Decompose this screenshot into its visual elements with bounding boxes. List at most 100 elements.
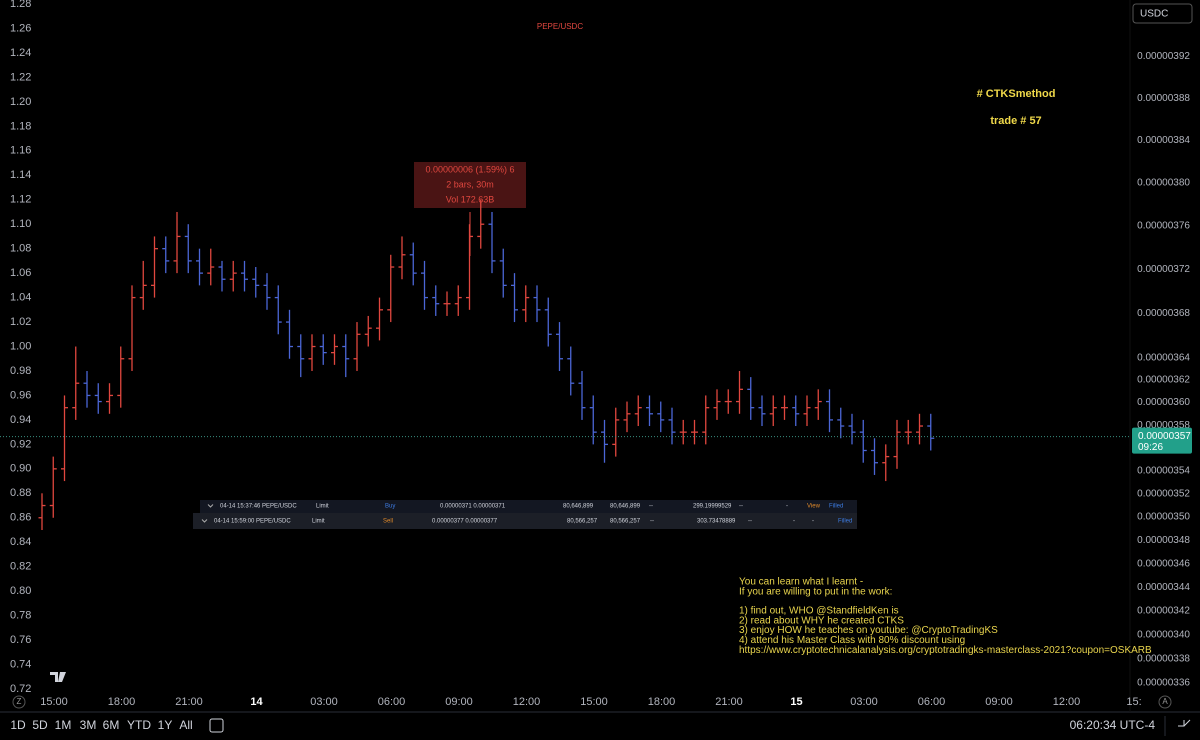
order-cell: Limit	[312, 519, 325, 525]
order-cell: 0.00000371 0.00000371	[440, 504, 506, 510]
order-cell: 80,566,257	[610, 519, 641, 525]
order-cell: 80,646,899	[610, 504, 641, 510]
y-tick-label: 1.12	[10, 194, 31, 206]
y-tick-label: 0.78	[10, 610, 31, 622]
range-button[interactable]: 1M	[55, 718, 72, 732]
order-cell: 04-14 15:59:00 PEPE/USDC	[214, 519, 291, 525]
x-tick-label: 12:00	[1053, 696, 1081, 708]
y-tick-label: 0.88	[10, 487, 31, 499]
x-tick-label: 15	[790, 696, 802, 708]
y-tick-label: 1.00	[10, 340, 31, 352]
y2-tick-label: 0.00000388	[1137, 93, 1190, 104]
axis-button[interactable]	[1158, 695, 1172, 709]
y-tick-label: 0.98	[10, 365, 31, 377]
y2-tick-label: 0.00000352	[1137, 489, 1190, 500]
note-line: 3) enjoy HOW he teaches on youtube: @Cry…	[739, 625, 998, 636]
x-tick-label: 03:00	[310, 696, 338, 708]
y2-tick-label: 0.00000384	[1137, 135, 1190, 146]
measure-text: 2 bars, 30m	[446, 179, 494, 189]
y-tick-label: 1.08	[10, 243, 31, 255]
y-tick-label: 1.02	[10, 316, 31, 328]
y-tick-label: 1.18	[10, 120, 31, 132]
order-row	[200, 500, 857, 513]
y-tick-label: 1.06	[10, 267, 31, 279]
y2-tick-label: 0.00000342	[1137, 606, 1190, 617]
x-tick-label: 12:00	[513, 696, 541, 708]
note-line: You can learn what I learnt -	[739, 577, 863, 588]
range-button[interactable]: YTD	[127, 718, 151, 732]
currency-label[interactable]: USDC	[1140, 9, 1168, 20]
note-line: 2) read about WHY he created CTKS	[739, 615, 904, 626]
y-tick-label: 1.14	[10, 169, 31, 181]
range-button[interactable]: 6M	[103, 718, 120, 732]
y-tick-label: 1.04	[10, 292, 31, 304]
last-price-box	[1132, 427, 1192, 454]
settings-icon[interactable]	[1178, 719, 1191, 727]
calendar-icon[interactable]	[209, 718, 224, 733]
range-button[interactable]: 1Y	[158, 718, 173, 732]
x-tick-label: 21:00	[715, 696, 743, 708]
range-button[interactable]: 5D	[32, 718, 48, 732]
y2-tick-label: 0.00000368	[1137, 308, 1190, 319]
order-cell: 04-14 15:37:46 PEPE/USDC	[220, 504, 297, 510]
currency-button[interactable]	[1132, 3, 1193, 24]
axis-button[interactable]	[12, 695, 26, 709]
y2-tick-label: 0.00000348	[1137, 535, 1190, 546]
order-cell: Filled	[838, 519, 852, 525]
trade-number: trade # 57	[990, 115, 1041, 127]
order-cell: 80,566,257	[567, 519, 598, 525]
y-tick-label: 1.28	[10, 0, 31, 10]
order-cell: -	[786, 504, 788, 510]
measure-text: Vol 172.63B	[446, 194, 495, 204]
y2-tick-label: 0.00000344	[1137, 582, 1190, 593]
order-cell: Buy	[385, 504, 395, 510]
order-cell: Sell	[383, 519, 393, 525]
measure-box	[414, 162, 526, 208]
order-cell[interactable]: View	[807, 504, 821, 510]
y2-tick-label: 0.00000346	[1137, 558, 1190, 569]
y2-tick-label: 0.00000364	[1137, 352, 1190, 363]
y2-tick-label: 0.00000358	[1137, 420, 1190, 431]
note-line: 4) attend his Master Class with 80% disc…	[739, 635, 965, 646]
range-button[interactable]: 1D	[10, 718, 26, 732]
x-tick-label: 14	[250, 696, 263, 708]
range-button[interactable]: All	[179, 718, 192, 732]
y2-tick-label: 0.00000372	[1137, 264, 1190, 275]
x-tick-label: 18:00	[108, 696, 136, 708]
order-cell: 299.19999529	[693, 504, 732, 510]
x-tick-label: 03:00	[850, 696, 878, 708]
x-tick-label: 15:	[1126, 696, 1141, 708]
x-tick-label: 15:00	[580, 696, 608, 708]
y-tick-label: 0.90	[10, 463, 31, 475]
y-tick-label: 0.82	[10, 561, 31, 573]
x-tick-label: 09:00	[985, 696, 1013, 708]
row-chevron[interactable]	[201, 519, 208, 523]
y2-tick-label: 0.00000392	[1137, 51, 1190, 62]
logo	[50, 672, 66, 682]
y-tick-label: 0.94	[10, 414, 31, 426]
y-tick-label: 1.10	[10, 218, 31, 230]
x-tick-label: 15:00	[40, 696, 68, 708]
y-tick-label: 0.72	[10, 683, 31, 695]
order-cell: --	[650, 519, 654, 525]
row-chevron[interactable]	[207, 504, 214, 508]
y-tick-label: 1.26	[10, 22, 31, 34]
y-tick-label: 0.74	[10, 658, 31, 670]
y2-tick-label: 0.00000380	[1137, 178, 1190, 189]
y2-tick-label: 0.00000340	[1137, 629, 1190, 640]
order-cell: --	[748, 519, 752, 525]
range-button[interactable]: 3M	[80, 718, 97, 732]
measure-text: 0.00000006 (1.59%) 6	[425, 164, 514, 174]
y2-tick-label: 0.00000336	[1137, 678, 1190, 689]
axis-button-label[interactable]: Z	[17, 697, 22, 706]
y-tick-label: 0.80	[10, 585, 31, 597]
order-cell: 303.73478889	[697, 519, 736, 525]
axis-button-label[interactable]: A	[1162, 697, 1168, 706]
order-cell: 80,646,899	[563, 504, 594, 510]
clock: 06:20:34 UTC-4	[1070, 718, 1156, 732]
y2-tick-label: 0.00000350	[1137, 512, 1190, 523]
order-cell: 0.00000377 0.00000377	[432, 519, 498, 525]
